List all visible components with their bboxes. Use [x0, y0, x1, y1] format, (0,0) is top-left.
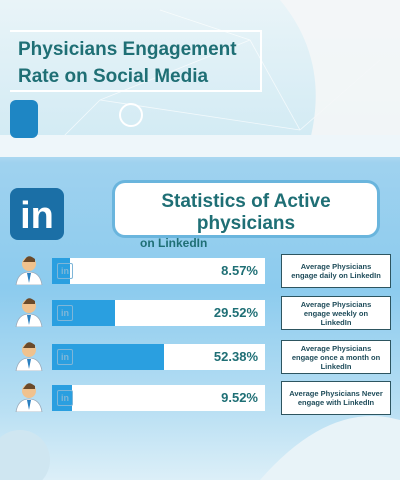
doctor-svg: [15, 342, 43, 372]
svg-text:in: in: [20, 195, 54, 237]
subtitle-box: Statistics of Active physicians on Linke…: [115, 183, 377, 250]
category-label: Average Physicians engage daily on Linke…: [281, 254, 391, 288]
bar: [52, 344, 164, 370]
value-label: 29.52%: [213, 305, 258, 320]
bar: [52, 300, 115, 326]
value-label: 52.38%: [213, 349, 258, 364]
doctor-icon: [12, 255, 46, 286]
category-label: Average Physicians engage once a month o…: [281, 340, 391, 374]
bar-track: in 52.38%: [52, 344, 265, 370]
value-label: 9.52%: [221, 390, 258, 405]
doctor-svg: [15, 383, 43, 413]
bar-track: in 8.57%: [52, 258, 265, 284]
subtitle-line-2: on LinkedIn: [140, 236, 208, 250]
value-label: 8.57%: [221, 263, 258, 278]
doctor-svg: [15, 298, 43, 328]
doctor-icon: [12, 341, 46, 372]
bar-track: in 29.52%: [52, 300, 265, 326]
linkedin-icon: in: [57, 349, 73, 365]
linkedin-icon: in: [57, 305, 73, 321]
bar: [52, 258, 71, 284]
linkedin-icon: in: [57, 390, 73, 406]
chart-title: Physicians Engagement Rate on Social Med…: [10, 30, 262, 92]
doctor-icon: [12, 297, 46, 328]
bar-track: in 9.52%: [52, 385, 265, 411]
category-label: Average Physicians Never engage with Lin…: [281, 381, 391, 415]
subtitle: Statistics of Active physicians: [161, 191, 331, 234]
doctor-svg: [15, 256, 43, 286]
linkedin-icon: in: [57, 263, 73, 279]
category-label: Average Physicians engage weekly on Link…: [281, 296, 391, 330]
doctor-icon: [12, 382, 46, 413]
